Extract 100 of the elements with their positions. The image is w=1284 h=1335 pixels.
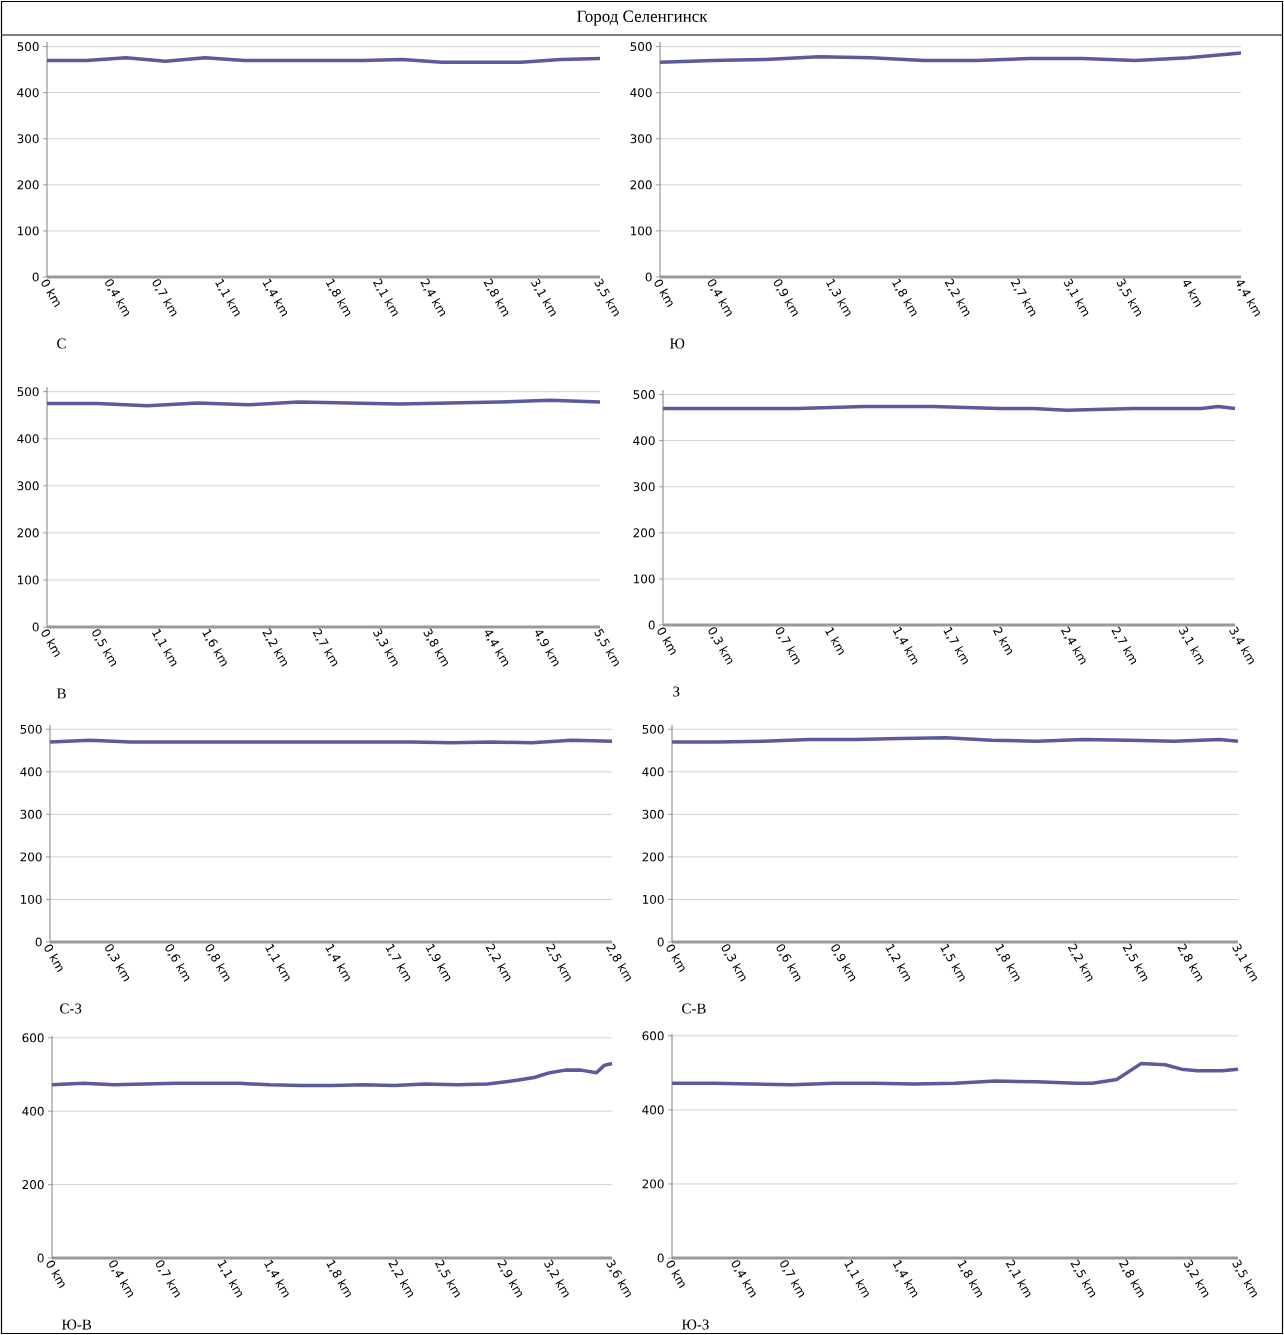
y-tick-label: 100: [630, 226, 652, 236]
x-tick-label: 1,4 km: [264, 1259, 289, 1298]
x-tick-label: 2 km: [993, 626, 1013, 656]
x-tick-label: 0,7 km: [155, 1260, 180, 1298]
x-tick-label: 0,9 km: [773, 279, 798, 317]
x-tick-label: 1,4 km: [892, 1259, 918, 1298]
y-tick-label: 0: [645, 272, 652, 282]
y-tick-label: 500: [17, 42, 39, 52]
y-tick-label: 400: [642, 767, 664, 777]
x-tick-label: 3,2 km: [1183, 1259, 1209, 1298]
x-tick-label: 3,3 km: [373, 628, 398, 667]
y-tick-label: 0: [657, 937, 664, 947]
x-tick-label: 1,1 km: [265, 943, 290, 982]
y-tick-label: 200: [17, 180, 39, 190]
x-tick-label: 1,8 km: [957, 1259, 982, 1298]
x-tick-label: 0,4 km: [731, 1260, 756, 1298]
x-tick-label: 2,7 km: [1010, 278, 1036, 317]
y-tick-label: 0: [37, 1253, 44, 1263]
x-tick-label: 1,1 km: [215, 278, 240, 317]
x-tick-label: 2,1 km: [372, 278, 398, 317]
x-tick-label: 2,5 km: [435, 1259, 460, 1298]
x-axis-title: С-В: [682, 1003, 706, 1014]
y-tick-label: 200: [630, 180, 652, 190]
x-tick-label: 0 km: [666, 944, 685, 973]
y-tick-label: 100: [633, 574, 655, 584]
y-tick-label: 500: [630, 42, 652, 52]
y-tick-label: 500: [633, 390, 655, 400]
x-tick-label: 1,6 km: [202, 628, 227, 667]
x-tick-label: 1,7 km: [943, 626, 968, 665]
y-tick-label: 400: [633, 436, 655, 446]
x-tick-label: 1,8 km: [995, 943, 1020, 982]
x-tick-label: 0,3 km: [105, 944, 130, 982]
x-tick-label: 3,5 km: [594, 278, 619, 317]
y-tick-label: 600: [642, 1031, 664, 1041]
y-tick-label: 200: [642, 852, 664, 862]
x-tick-label: 2,2 km: [262, 628, 288, 667]
x-tick-label: 1,1 km: [844, 1259, 869, 1298]
y-tick-label: 0: [35, 937, 42, 947]
x-tick-label: 1,3 km: [826, 278, 851, 317]
x-tick-label: 0,4 km: [105, 279, 130, 317]
line-series: [670, 1061, 1240, 1087]
y-tick-label: 400: [642, 1105, 664, 1115]
x-tick-label: 2,8 km: [483, 278, 509, 317]
x-tick-label: 1,7 km: [385, 943, 411, 982]
y-tick-label: 0: [657, 1253, 664, 1263]
x-tick-label: 2,2 km: [944, 278, 970, 317]
x-tick-label: 3,8 km: [423, 628, 448, 667]
x-tick-label: 0,4 km: [109, 1260, 134, 1298]
y-tick-label: 100: [17, 226, 39, 236]
x-tick-label: 0,6 km: [165, 944, 190, 982]
y-tick-label: 100: [17, 575, 39, 585]
x-axis-title: З: [673, 686, 680, 697]
x-tick-label: 1,4 km: [325, 943, 350, 982]
x-tick-label: 3,6 km: [606, 1259, 631, 1298]
y-tick-label: 100: [642, 894, 664, 904]
x-axis-title: Ю-З: [681, 1319, 709, 1330]
y-tick-label: 500: [642, 724, 664, 734]
x-tick-label: 1,8 km: [326, 1259, 351, 1298]
x-tick-label: 2,8 km: [1118, 1259, 1144, 1298]
y-tick-label: 300: [20, 809, 42, 819]
y-tick-label: 100: [20, 894, 42, 904]
x-tick-label: 1,9 km: [425, 943, 451, 982]
y-tick-label: 200: [642, 1179, 664, 1189]
y-tick-label: 400: [17, 88, 39, 98]
y-tick-label: 400: [22, 1106, 44, 1116]
x-tick-label: 4,4 km: [1236, 280, 1260, 317]
x-tick-label: 0 km: [657, 627, 676, 656]
y-tick-label: 200: [20, 852, 42, 862]
x-tick-label: 2,2 km: [485, 943, 511, 982]
x-tick-label: 1,4 km: [892, 626, 918, 665]
x-tick-label: 2,7 km: [1111, 626, 1137, 665]
x-tick-label: 3,2 km: [544, 1259, 569, 1298]
x-tick-label: 0 km: [41, 279, 60, 308]
x-tick-label: 2,8 km: [606, 943, 631, 982]
x-tick-label: 4,9 km: [535, 630, 559, 667]
x-tick-label: 1 km: [825, 627, 844, 656]
x-tick-label: 3,4 km: [1229, 626, 1254, 665]
y-tick-label: 0: [32, 622, 39, 632]
x-tick-label: 2,8 km: [1177, 943, 1203, 982]
x-tick-label: 0 km: [46, 1260, 65, 1289]
x-axis-title: С-З: [60, 1003, 82, 1014]
x-tick-label: 3,1 km: [1178, 626, 1204, 665]
x-tick-label: 1,4 km: [262, 278, 288, 317]
y-tick-label: 400: [630, 88, 652, 98]
y-tick-label: 300: [630, 134, 652, 144]
y-tick-label: 600: [22, 1033, 44, 1043]
x-axis-title: В: [56, 688, 66, 699]
x-tick-label: 3,1 km: [1063, 278, 1089, 317]
y-tick-label: 200: [22, 1180, 44, 1190]
x-tick-label: 2,1 km: [1005, 1259, 1031, 1298]
x-tick-label: 1,2 km: [885, 943, 911, 982]
line-series: [658, 51, 1243, 65]
y-tick-label: 0: [32, 272, 39, 282]
y-tick-label: 200: [633, 528, 655, 538]
x-tick-label: 2,5 km: [1122, 943, 1148, 982]
x-tick-label: 0,7 km: [152, 279, 177, 317]
y-tick-label: 500: [20, 724, 42, 734]
x-tick-label: 0,3 km: [721, 944, 746, 982]
x-tick-label: 0,7 km: [780, 1260, 805, 1298]
x-tick-label: 2,9 km: [497, 1259, 523, 1298]
